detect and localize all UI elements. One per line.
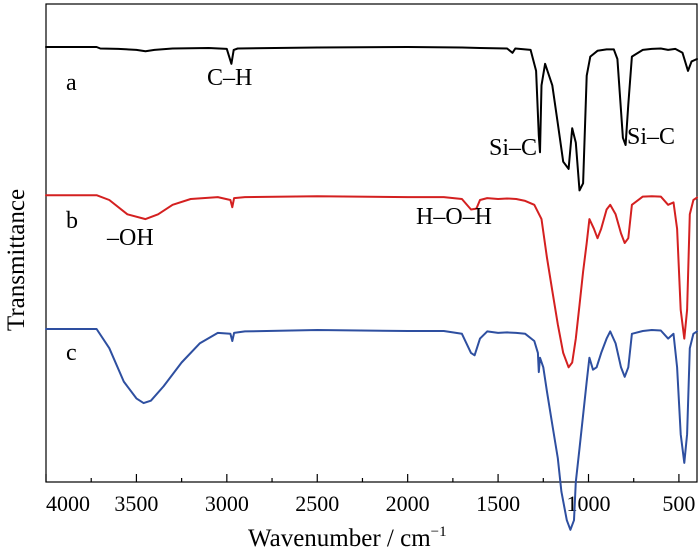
x-tick-label: 1000 (567, 491, 611, 516)
spectrum-trace-a (45, 46, 698, 192)
x-axis-ticks: 4000 3500 3000 2500 2000 1500 1000 500 (45, 474, 695, 516)
x-tick-label: 2500 (295, 491, 339, 516)
plot-frame (45, 3, 698, 483)
x-tick-label: 500 (662, 491, 695, 516)
x-axis-label: Wavenumber / cm−1 (248, 524, 447, 552)
x-tick-label: 2000 (386, 491, 430, 516)
trace-c-label: c (66, 340, 77, 366)
oh-annotation: –OH (106, 225, 154, 251)
trace-b-label: b (66, 208, 78, 234)
spectra-traces (45, 46, 698, 531)
spectrum-trace-c (45, 328, 698, 531)
trace-a-label: a (66, 70, 77, 96)
y-axis-label: Transmittance (3, 189, 30, 331)
spectrum-trace-b (45, 194, 698, 369)
si-c-annotation-2: Si–C (627, 124, 675, 150)
x-tick-label: 4000 (46, 491, 90, 516)
si-c-annotation-1: Si–C (489, 135, 537, 161)
c-h-annotation: C–H (207, 65, 252, 91)
x-tick-label: 3000 (205, 491, 249, 516)
x-tick-label: 1500 (476, 491, 520, 516)
x-tick-label: 3500 (114, 491, 158, 516)
h-o-h-annotation: H–O–H (416, 204, 492, 230)
